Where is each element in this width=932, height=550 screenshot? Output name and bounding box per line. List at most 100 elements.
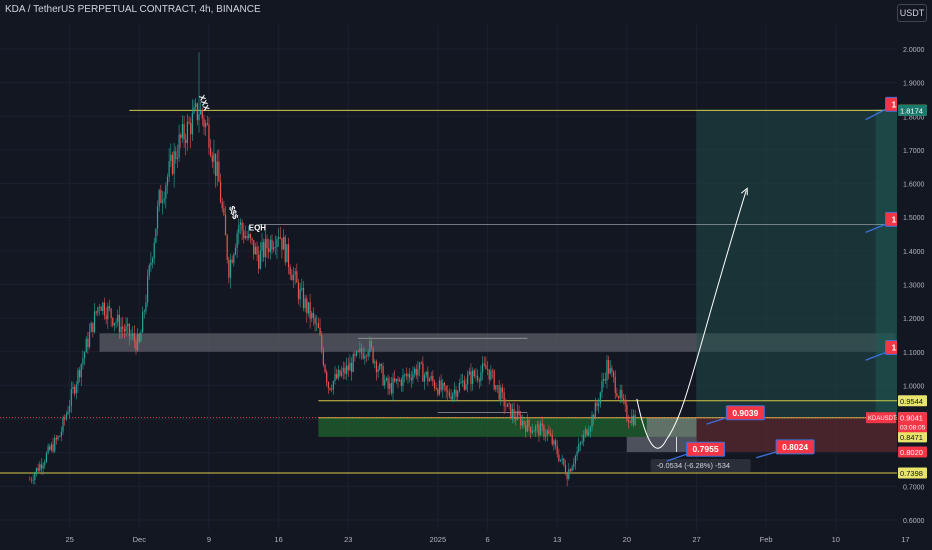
candle-body (573, 463, 575, 467)
candle-body (304, 298, 306, 309)
candle-body (452, 393, 454, 400)
candle-body (251, 238, 253, 241)
candle-body (133, 333, 135, 342)
candle-body (611, 368, 613, 372)
candle-body (90, 322, 92, 332)
time-tick-label: 23 (344, 535, 352, 544)
candle-body (488, 369, 490, 380)
candle-body (70, 389, 72, 406)
candle-body (599, 392, 601, 404)
candle-body (140, 332, 142, 342)
candle-body (82, 358, 84, 365)
candle-body (486, 369, 489, 370)
candle-body (319, 327, 321, 336)
candle-body (329, 388, 331, 390)
candle-body (350, 362, 353, 372)
candle-body (477, 375, 479, 380)
candle-body (50, 444, 53, 450)
candle-body (161, 200, 164, 203)
candle-body (254, 246, 256, 255)
candle-body (258, 254, 260, 269)
candle-body (236, 233, 238, 248)
candle-body (256, 246, 258, 255)
candle-body (503, 392, 505, 407)
candle-body (327, 382, 329, 389)
candle-body (279, 237, 281, 239)
candle-body (478, 379, 480, 382)
candle-body (389, 383, 391, 389)
candle-body (357, 351, 359, 352)
candle-body (57, 436, 59, 440)
candle-body (612, 371, 615, 377)
price-tick-label: 2.0000 (903, 47, 925, 54)
candle-body (52, 444, 54, 452)
candle-body (413, 368, 416, 374)
time-tick-label: 6 (485, 535, 489, 544)
candle-body (384, 380, 386, 386)
candle-body (196, 103, 198, 121)
countdown: 03:08:05 (900, 425, 926, 432)
candle-body (289, 267, 291, 275)
candle-body (584, 429, 586, 435)
current-price-box (898, 412, 927, 433)
candle-body (491, 370, 494, 372)
candle-body (347, 365, 349, 371)
candle-body (510, 403, 512, 418)
candle-body (132, 333, 134, 336)
candle-body (632, 415, 635, 426)
candle-body (210, 147, 212, 156)
candle-body (206, 123, 208, 125)
callout-pointer (865, 223, 886, 234)
candle-body (614, 376, 616, 394)
candle-body (627, 420, 630, 423)
candle-body (472, 370, 474, 384)
price-label: 0.9544 (900, 397, 923, 406)
candle-body (496, 385, 499, 386)
currency-button[interactable]: USDT (897, 4, 927, 22)
time-axis: 25Dec9162320256132027Feb101724Mar (65, 535, 909, 544)
candle-body (626, 404, 628, 421)
candle-body (334, 374, 336, 382)
candle-body (213, 153, 215, 162)
price-tick-label: 1.4000 (903, 249, 925, 256)
candle-body (380, 364, 383, 367)
candle-body (211, 155, 213, 162)
callout-pointer (865, 108, 886, 121)
candle-body (525, 425, 527, 432)
price-label: 0.8020 (900, 448, 923, 457)
candle-body (120, 326, 122, 333)
candle-body (483, 363, 485, 365)
candle-body (205, 123, 207, 128)
candle-body (150, 262, 152, 266)
candle-body (603, 379, 605, 381)
candle-body (526, 419, 528, 432)
candle-body (415, 368, 417, 376)
candle-body (523, 420, 525, 426)
candle-body (274, 247, 276, 248)
candle-body (185, 139, 187, 144)
candle-body (468, 371, 470, 375)
price-tick-label: 0.6000 (903, 518, 925, 525)
candle-body (594, 402, 596, 420)
candle-body (598, 403, 600, 406)
symbol-label-box (866, 412, 896, 424)
candle-body (127, 323, 129, 326)
candle-body (72, 386, 74, 390)
candle-body (473, 370, 475, 377)
candle-body (493, 370, 495, 390)
price-axis: 0.60000.70000.80000.90001.00001.10001.20… (866, 25, 932, 530)
candle-body (463, 380, 465, 390)
candle-body (29, 479, 31, 481)
candle-body (178, 134, 180, 158)
candle-body (520, 415, 522, 426)
candle-body (336, 374, 338, 379)
candle-body (299, 289, 301, 300)
candle-body (549, 433, 552, 436)
candle-body (609, 368, 611, 374)
candle-body (515, 416, 517, 420)
candle-body (226, 235, 228, 260)
candle-body (317, 323, 319, 328)
price-tick-label: 1.8000 (903, 114, 925, 121)
candle-body (156, 206, 159, 229)
